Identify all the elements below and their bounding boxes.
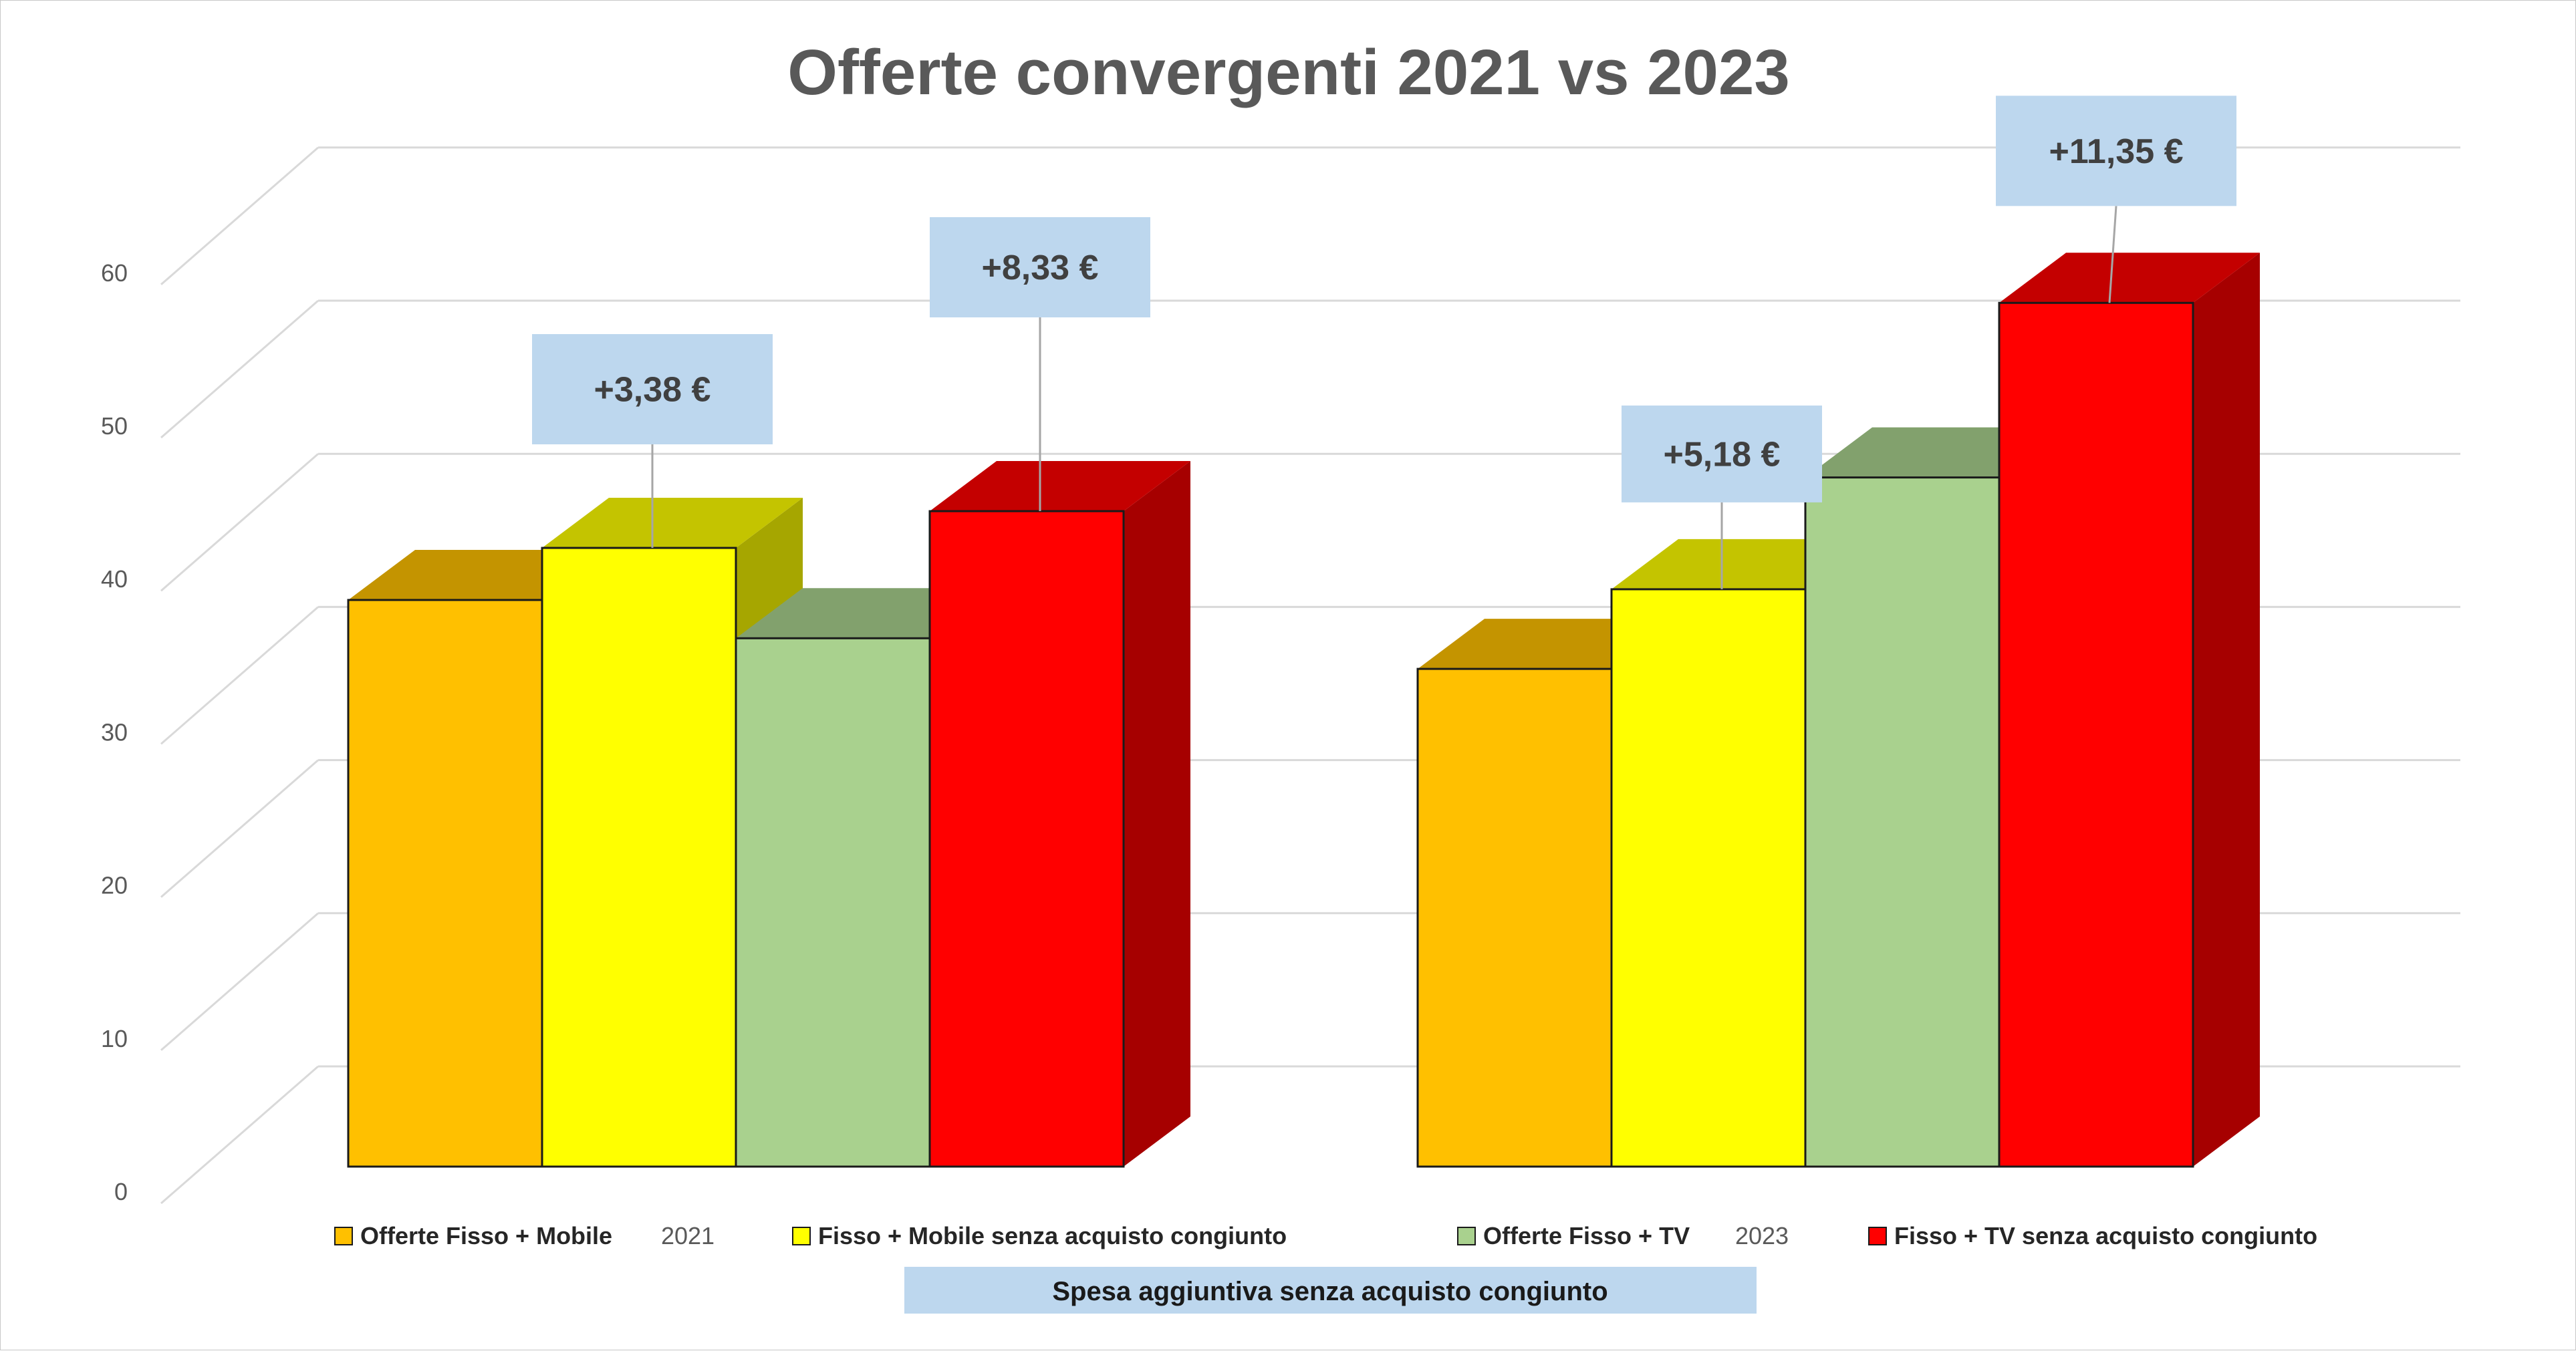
annotation-label: +3,38 € bbox=[594, 371, 711, 410]
bars-layer bbox=[347, 253, 2260, 1168]
gridline-diagonal bbox=[160, 912, 319, 1051]
bar-top bbox=[542, 498, 803, 549]
category-label: 2023 bbox=[1735, 1222, 1789, 1249]
bar bbox=[1610, 588, 1807, 1168]
legend-swatch bbox=[334, 1227, 353, 1245]
legend-swatch bbox=[1868, 1227, 1887, 1245]
legend: Offerte Fisso + Mobile Fisso + Mobile sen… bbox=[334, 1222, 2317, 1249]
gridline-diagonal bbox=[160, 146, 319, 285]
y-tick-label: 30 bbox=[101, 718, 128, 746]
annotation-label: +8,33 € bbox=[982, 249, 1099, 287]
legend-swatch bbox=[1457, 1227, 1476, 1245]
annotation-label: +5,18 € bbox=[1664, 435, 1781, 474]
gridline-diagonal bbox=[160, 299, 319, 439]
bar-side bbox=[1124, 461, 1190, 1167]
footnote-text: Spesa aggiuntiva senza acquisto congiunt… bbox=[1052, 1277, 1607, 1306]
legend-label: Offerte Fisso + Mobile bbox=[360, 1222, 612, 1249]
annotation-box bbox=[1996, 96, 2236, 206]
y-tick-label: 0 bbox=[114, 1178, 128, 1205]
chart-title: Offerte convergenti 2021 vs 2023 bbox=[787, 37, 1789, 108]
annotation-box bbox=[930, 217, 1150, 318]
bar-side bbox=[2193, 253, 2260, 1167]
y-tick-label: 20 bbox=[101, 872, 128, 899]
gridline-diagonal bbox=[160, 606, 319, 745]
bar bbox=[347, 599, 543, 1168]
bar-top bbox=[1999, 253, 2260, 303]
y-tick-label: 40 bbox=[101, 565, 128, 593]
y-tick-label: 50 bbox=[101, 412, 128, 440]
legend-swatch bbox=[792, 1227, 811, 1245]
bar bbox=[1998, 301, 2194, 1168]
annotation-box bbox=[1622, 405, 1822, 502]
bar bbox=[928, 510, 1125, 1168]
bar-top bbox=[930, 461, 1190, 512]
annotation-box bbox=[532, 334, 773, 445]
annotation-label: +11,35 € bbox=[2049, 132, 2184, 171]
legend-label: Offerte Fisso + TV bbox=[1483, 1222, 1690, 1249]
footnote-box: Spesa aggiuntiva senza acquisto congiunt… bbox=[904, 1267, 1757, 1314]
bar bbox=[1416, 667, 1613, 1168]
gridline-diagonal bbox=[160, 453, 319, 592]
y-tick-label: 60 bbox=[101, 259, 128, 287]
category-label: 2021 bbox=[661, 1222, 715, 1249]
gridline-diagonal bbox=[160, 1065, 319, 1205]
annotations-layer: +3,38 € +8,33 € +5,18 € +11,35 € bbox=[532, 96, 2236, 589]
gridline-diagonal bbox=[160, 759, 319, 898]
annotation-leader bbox=[2108, 206, 2117, 303]
bar bbox=[1804, 476, 2001, 1168]
legend-label: Fisso + Mobile senza acquisto congiunto bbox=[818, 1222, 1287, 1249]
bar bbox=[735, 637, 931, 1168]
bar bbox=[541, 547, 737, 1168]
y-tick-label: 10 bbox=[101, 1025, 128, 1052]
legend-label: Fisso + TV senza acquisto congiunto bbox=[1894, 1222, 2317, 1249]
